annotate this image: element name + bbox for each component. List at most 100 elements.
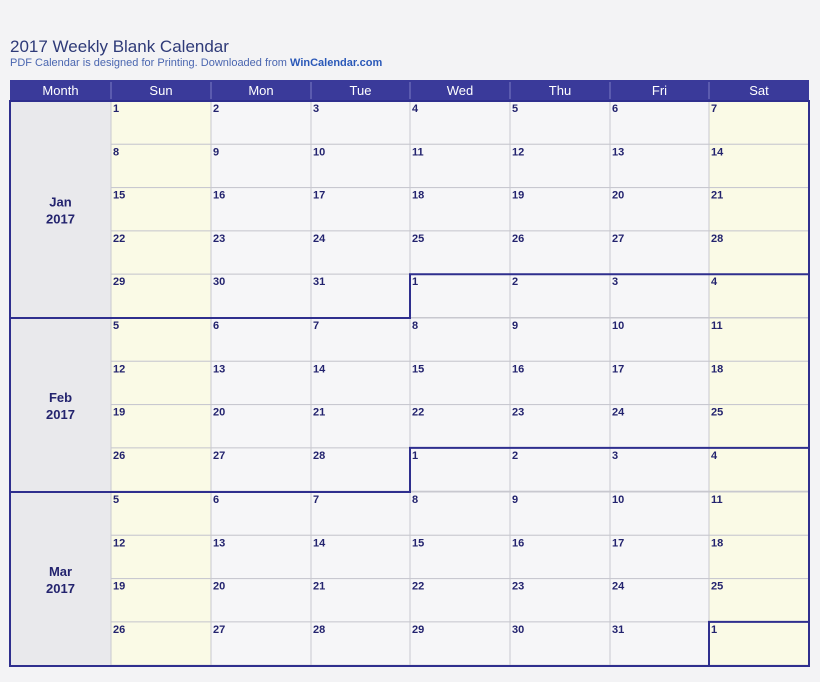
day-cell[interactable] [509,100,611,145]
day-cell[interactable] [110,447,212,492]
day-cell[interactable] [509,187,611,232]
day-cell[interactable] [110,230,212,275]
day-cell[interactable] [609,578,710,623]
month-year: 2017 [46,212,75,227]
day-cell[interactable] [210,273,312,319]
day-cell[interactable] [110,187,212,232]
day-cell[interactable] [210,317,312,362]
day-cell[interactable] [409,534,511,580]
day-cell[interactable] [509,273,611,319]
day-cell[interactable] [708,100,810,145]
day-cell[interactable] [609,534,710,580]
day-cell[interactable] [110,621,212,666]
day-cell[interactable] [110,360,212,406]
day-cell[interactable] [310,404,411,449]
day-cell[interactable] [409,273,511,319]
day-cell[interactable] [509,404,611,449]
day-cell[interactable] [609,317,710,362]
day-cell[interactable] [708,143,810,189]
day-cell[interactable] [310,143,411,189]
day-cell[interactable] [310,317,411,362]
day-cell[interactable] [210,230,312,275]
day-cell[interactable] [509,143,611,189]
day-cell[interactable] [310,100,411,145]
day-cell[interactable] [609,230,710,275]
day-cell[interactable] [708,491,810,536]
day-cell[interactable] [609,143,710,189]
day-cell[interactable] [409,578,511,623]
day-cell[interactable] [708,273,810,319]
day-cell[interactable] [210,143,312,189]
day-cell[interactable] [310,621,411,666]
day-cell[interactable] [409,404,511,449]
day-cell[interactable] [509,447,611,492]
day-cell[interactable] [110,100,212,145]
day-cell[interactable] [310,491,411,536]
day-cell[interactable] [210,187,312,232]
day-cell[interactable] [609,447,710,492]
day-cell[interactable] [708,404,810,449]
day-number: 28 [313,450,325,462]
day-cell[interactable] [210,491,312,536]
day-cell[interactable] [708,534,810,580]
day-cell[interactable] [110,317,212,362]
day-cell[interactable] [409,491,511,536]
day-cell[interactable] [310,187,411,232]
day-number: 26 [113,450,125,462]
day-number: 18 [711,537,723,549]
day-cell[interactable] [609,404,710,449]
day-cell[interactable] [708,317,810,362]
day-cell[interactable] [110,273,212,319]
day-cell[interactable] [409,187,511,232]
day-cell[interactable] [609,621,710,666]
day-cell[interactable] [509,230,611,275]
day-cell[interactable] [708,230,810,275]
day-cell[interactable] [409,230,511,275]
day-cell[interactable] [310,273,411,319]
day-cell[interactable] [110,578,212,623]
day-cell[interactable] [409,143,511,189]
day-number: 15 [412,537,424,549]
day-cell[interactable] [708,578,810,623]
day-cell[interactable] [509,491,611,536]
day-cell[interactable] [210,360,312,406]
day-cell[interactable] [509,360,611,406]
day-cell[interactable] [409,360,511,406]
day-cell[interactable] [210,404,312,449]
day-cell[interactable] [409,621,511,666]
day-cell[interactable] [110,143,212,189]
day-number: 18 [711,363,723,375]
day-cell[interactable] [110,534,212,580]
day-cell[interactable] [509,317,611,362]
day-cell[interactable] [310,534,411,580]
day-cell[interactable] [310,578,411,623]
day-cell[interactable] [210,100,312,145]
day-cell[interactable] [609,187,710,232]
day-number: 5 [512,103,518,115]
day-cell[interactable] [210,447,312,492]
wincalendar-link[interactable]: WinCalendar.com [290,57,383,69]
day-cell[interactable] [609,100,710,145]
day-cell[interactable] [409,447,511,492]
day-cell[interactable] [708,621,810,666]
day-cell[interactable] [509,578,611,623]
day-cell[interactable] [708,447,810,492]
day-cell[interactable] [210,534,312,580]
day-cell[interactable] [509,534,611,580]
day-cell[interactable] [409,100,511,145]
day-cell[interactable] [609,273,710,319]
day-cell[interactable] [210,621,312,666]
day-cell[interactable] [708,187,810,232]
day-cell[interactable] [509,621,611,666]
day-number: 10 [612,320,624,332]
day-cell[interactable] [609,491,710,536]
day-cell[interactable] [110,404,212,449]
day-cell[interactable] [310,360,411,406]
day-cell[interactable] [310,447,411,492]
day-cell[interactable] [210,578,312,623]
day-cell[interactable] [609,360,710,406]
day-cell[interactable] [310,230,411,275]
day-cell[interactable] [409,317,511,362]
day-cell[interactable] [110,491,212,536]
day-cell[interactable] [708,360,810,406]
